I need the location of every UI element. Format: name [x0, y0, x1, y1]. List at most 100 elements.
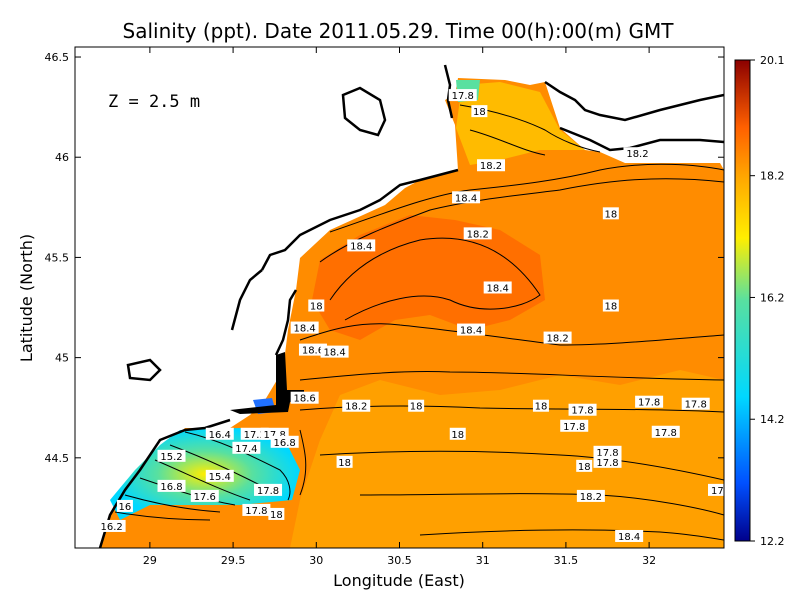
contour-label: 18.2	[342, 399, 371, 413]
coastline	[98, 64, 724, 548]
contour-label-text: 18	[578, 462, 591, 473]
colorbar	[734, 59, 751, 542]
x-tick-label: 31	[476, 554, 490, 567]
depth-label: Z = 2.5 m	[108, 92, 200, 112]
contour-label: 15.2	[157, 449, 186, 463]
contour-label-box	[270, 435, 299, 448]
contour-label: 18	[408, 399, 425, 413]
colorbar-ticks: 20.1 18.2 16.2 14.2 12.2	[750, 54, 785, 548]
chart-title: Salinity (ppt). Date 2011.05.29. Time 00…	[123, 19, 675, 43]
contour-label-text: 18.4	[294, 324, 316, 335]
contour-label-text: 18.4	[350, 241, 372, 252]
contour-label-box	[320, 345, 349, 358]
contour-label-text: 17.8	[264, 430, 286, 441]
offshore-lighter-region	[290, 370, 724, 548]
contour-label-text: 18	[535, 402, 548, 413]
x-tick-label: 31.5	[554, 554, 579, 567]
contour-label-box	[290, 321, 319, 334]
contour-label-text: 17.8	[452, 91, 474, 102]
contour-label-text: 18.2	[546, 334, 568, 345]
x-tick-label: 30	[309, 554, 323, 567]
contour-lines	[114, 104, 724, 541]
contour-label-text: 18	[451, 430, 464, 441]
contour-label: 18.4	[452, 191, 481, 204]
contour-label-text: 18	[310, 302, 323, 313]
contour-label-box	[254, 483, 283, 496]
contour-label-box	[477, 159, 506, 172]
contour-label: 18.4	[347, 239, 376, 252]
y-axis-label: Latitude (North)	[17, 234, 36, 362]
contour-label-text: 17.6	[194, 492, 216, 503]
contour-label: 17.8	[593, 455, 622, 469]
contour-label: 16	[116, 499, 133, 513]
contour-label: 17.	[708, 483, 727, 497]
contour-label-box	[602, 299, 619, 312]
contour-label-box	[681, 397, 710, 410]
contour-label-box	[205, 427, 234, 440]
contour-label-text: 18.4	[487, 283, 509, 294]
contour-label-box	[242, 503, 271, 516]
colorbar-tick-label: 18.2	[760, 170, 785, 183]
contour-label: 16.8	[270, 435, 299, 449]
contour-label: 17.8	[681, 397, 710, 411]
contour-label-text: 18.2	[480, 161, 502, 172]
contour-label: 18.4	[615, 529, 644, 543]
contour-label-text: 15.4	[209, 472, 231, 483]
contour-label-text: 16	[119, 502, 132, 513]
contour-label-text: 18.2	[626, 149, 648, 160]
contour-label-text: 18	[270, 510, 283, 521]
contour-label-box	[593, 445, 622, 458]
contour-label-text: 17.8	[571, 406, 593, 417]
contour-label-text: 17.8	[245, 506, 267, 517]
contour-label-text: 17.	[711, 486, 727, 497]
colorbar-tick-label: 12.2	[760, 535, 785, 548]
contour-label-text: 18.4	[460, 326, 482, 337]
contour-label-box	[615, 529, 644, 542]
contour-label-box	[268, 507, 285, 520]
contour-label: 18.2	[477, 159, 506, 172]
x-tick-label: 29	[143, 554, 157, 567]
contour-label-text: 17.8	[638, 398, 660, 409]
contour-label-box	[602, 207, 619, 220]
contour-label-text: 18	[410, 402, 423, 413]
contour-label-text: 18.4	[618, 532, 640, 543]
contour-label-box	[342, 399, 371, 412]
contour-label: 18.2	[623, 147, 652, 160]
contour-label: 16.8	[157, 479, 186, 493]
northern-shelf-band	[456, 82, 585, 165]
contour-label: 18	[336, 455, 353, 469]
contour-label-box	[651, 425, 680, 438]
contour-label-text: 18	[604, 209, 617, 220]
x-axis-label: Longitude (East)	[333, 571, 465, 590]
contour-label-text: 16.4	[209, 430, 231, 441]
contour-label-box	[97, 519, 126, 532]
contour-label-box	[593, 455, 622, 468]
contour-label-text: 16.2	[100, 522, 122, 533]
contour-label-text: 17.2	[244, 430, 266, 441]
contour-label-text: 18.6	[294, 394, 316, 405]
contour-label: 18	[576, 459, 593, 473]
y-tick-label: 46	[55, 151, 69, 164]
contour-label-text: 18.2	[467, 229, 489, 240]
contour-label: 18	[308, 299, 325, 313]
contour-label-box	[560, 419, 589, 432]
danube-delta-mask	[230, 352, 304, 414]
contour-label-box	[232, 441, 261, 454]
contour-label: 18.4	[290, 321, 319, 335]
contour-label-text: 16.8	[274, 438, 296, 449]
contour-label: 16.4	[205, 427, 234, 441]
y-tick-label: 45	[55, 352, 69, 365]
contour-label-box	[483, 281, 512, 294]
contour-label: 18.2	[463, 227, 492, 240]
contour-label: 18.6	[298, 343, 327, 357]
contour-label: 17.8	[568, 403, 597, 417]
contour-label-box	[635, 395, 664, 408]
contour-label-text: 17.8	[685, 400, 707, 411]
contour-label: 17.8	[448, 89, 477, 102]
contour-label-box	[308, 299, 325, 312]
contour-label: 18	[602, 207, 619, 220]
contour-label-text: 17.8	[596, 448, 618, 459]
contour-label-text: 18	[473, 107, 486, 118]
